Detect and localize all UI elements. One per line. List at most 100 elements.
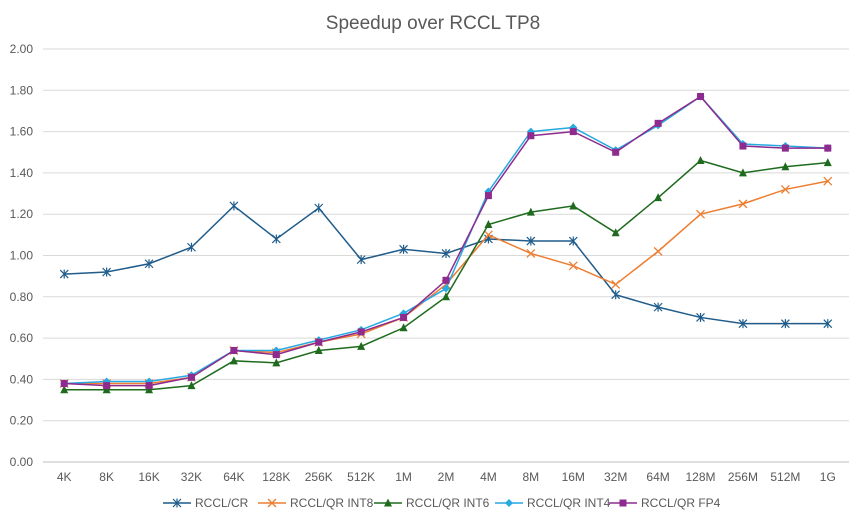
square-marker: [103, 382, 111, 390]
triangle-marker: [781, 162, 790, 171]
square-marker: [272, 351, 280, 359]
triangle-marker: [384, 498, 392, 507]
triangle-marker: [569, 201, 578, 210]
x-tick-label: 512K: [347, 470, 375, 484]
legend-item: RCCL/CR: [163, 496, 249, 510]
y-tick-label: 1.80: [10, 83, 34, 97]
square-marker: [697, 92, 705, 100]
triangle-marker: [823, 158, 832, 167]
triangle-marker: [314, 345, 323, 354]
star-marker: [314, 203, 324, 213]
square-marker: [145, 382, 153, 390]
square-marker: [619, 499, 627, 507]
star-marker: [568, 236, 578, 246]
series-lines: [59, 92, 833, 394]
x-marker: [483, 230, 493, 240]
star-marker: [187, 242, 196, 252]
x-tick-label: 128M: [686, 470, 716, 484]
x-tick-label: 128K: [262, 470, 290, 484]
series-line: [64, 95, 828, 387]
series-line: [64, 159, 828, 391]
legend-item: RCCL/QR FP4: [609, 496, 721, 510]
star-marker: [172, 498, 182, 508]
x-tick-label: 64K: [223, 470, 244, 484]
x-marker: [738, 199, 748, 209]
x-tick-label: 2M: [438, 470, 455, 484]
star-marker: [59, 269, 69, 279]
y-axis-tick-labels: 0.00 0.20 0.40 0.60 0.80 1.00 1.20 1.40 1.60 1.80…: [10, 42, 34, 469]
x-tick-label: 32M: [604, 470, 627, 484]
x-tick-label: 8K: [99, 470, 114, 484]
triangle-marker: [611, 228, 620, 237]
legend-item: RCCL/QR INT4: [495, 496, 611, 510]
x-marker: [568, 261, 578, 271]
x-marker: [526, 248, 536, 258]
x-tick-label: 16K: [138, 470, 159, 484]
square-marker: [315, 338, 323, 346]
star-marker: [229, 201, 239, 211]
square-marker: [484, 192, 492, 200]
y-tick-label: 2.00: [10, 42, 34, 56]
x-marker: [653, 246, 663, 256]
square-marker: [739, 142, 747, 150]
square-marker: [187, 373, 195, 381]
star-marker: [823, 319, 833, 329]
star-marker: [356, 255, 366, 265]
star-marker: [271, 234, 281, 244]
square-marker: [230, 346, 238, 354]
x-tick-label: 1M: [395, 470, 412, 484]
y-tick-label: 1.20: [10, 207, 34, 221]
x-tick-label: 4M: [480, 470, 497, 484]
x-tick-label: 8M: [523, 470, 540, 484]
y-tick-label: 0.20: [10, 414, 34, 428]
x-tick-label: 32K: [181, 470, 202, 484]
square-marker: [654, 119, 662, 127]
triangle-marker: [399, 323, 408, 332]
star-marker: [738, 319, 748, 329]
x-tick-label: 512M: [770, 470, 800, 484]
x-marker: [267, 498, 277, 508]
star-marker: [696, 312, 705, 322]
legend: RCCL/CR RCCL/QR INT8 RCCL/QR INT6 RCCL/QR I…: [163, 496, 721, 510]
triangle-marker: [102, 385, 111, 394]
x-marker: [823, 176, 833, 186]
x-marker: [780, 184, 790, 194]
series-rccl-qr-int4: [60, 92, 832, 388]
square-marker: [527, 132, 535, 140]
series-line: [64, 204, 828, 325]
series-rccl-qr-fp4: [60, 92, 832, 390]
square-marker: [824, 144, 832, 152]
star-marker: [780, 319, 790, 329]
diamond-marker: [505, 499, 513, 507]
y-tick-label: 1.40: [10, 166, 34, 180]
diamond-marker: [442, 284, 450, 293]
triangle-marker: [738, 168, 747, 177]
y-tick-label: 0.80: [10, 290, 34, 304]
x-marker: [696, 209, 705, 219]
square-marker: [60, 380, 68, 388]
x-tick-label: 64M: [646, 470, 669, 484]
x-tick-label: 16M: [562, 470, 585, 484]
star-marker: [441, 248, 451, 258]
series-rccl-qr-int6: [60, 156, 832, 394]
legend-label: RCCL/CR: [195, 496, 249, 510]
x-tick-label: 256K: [305, 470, 333, 484]
y-tick-label: 1.60: [10, 125, 34, 139]
star-marker: [399, 244, 409, 254]
triangle-marker: [526, 207, 535, 216]
y-tick-label: 0.40: [10, 372, 34, 386]
square-marker: [569, 128, 577, 136]
triangle-marker: [229, 356, 238, 365]
triangle-marker: [187, 381, 196, 390]
chart-title: Speedup over RCCL TP8: [326, 13, 540, 34]
x-tick-label: 4K: [57, 470, 72, 484]
x-tick-label: 1G: [820, 470, 836, 484]
triangle-marker: [145, 385, 154, 394]
x-axis-tick-labels: 4K 8K 16K 32K 64K 128K 256K 512K 1M 2M 4M 8M 16M 32M 6…: [57, 470, 836, 484]
y-tick-label: 0.60: [10, 331, 34, 345]
star-marker: [653, 302, 663, 312]
series-rccl-cr: [59, 201, 833, 329]
y-tick-label: 1.00: [10, 249, 34, 263]
